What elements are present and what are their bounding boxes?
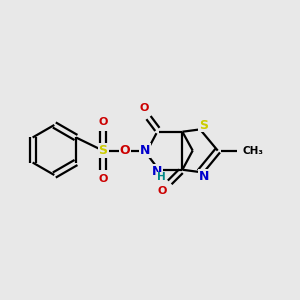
Text: O: O bbox=[120, 144, 130, 157]
Text: S: S bbox=[199, 119, 208, 132]
Text: N: N bbox=[140, 144, 150, 157]
Text: H: H bbox=[158, 172, 166, 182]
Text: O: O bbox=[158, 186, 167, 196]
Text: O: O bbox=[140, 103, 149, 113]
Text: O: O bbox=[98, 117, 108, 127]
Text: O: O bbox=[98, 174, 108, 184]
Text: N: N bbox=[152, 165, 163, 178]
Text: CH₃: CH₃ bbox=[243, 146, 264, 156]
Text: N: N bbox=[198, 170, 209, 183]
Text: S: S bbox=[98, 144, 107, 157]
